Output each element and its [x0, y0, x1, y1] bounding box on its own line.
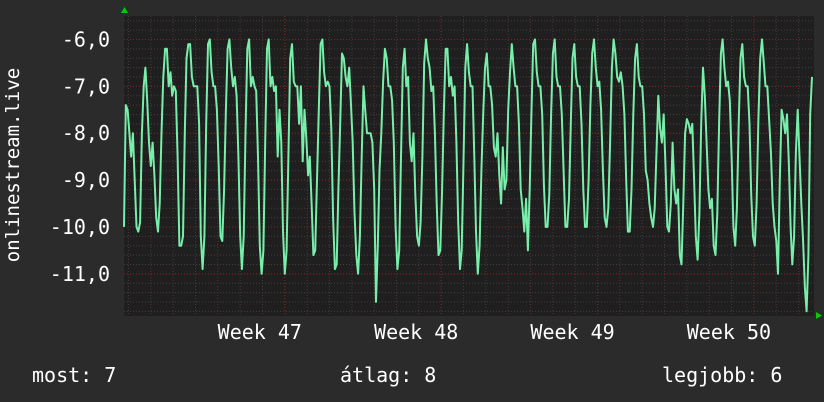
y-axis-label: onlinestream.live	[2, 68, 24, 262]
y-tick-label: -9,0	[62, 168, 110, 192]
x-tick-label: Week 49	[530, 320, 614, 344]
series-line	[123, 38, 813, 313]
x-tick-label: Week 47	[218, 320, 302, 344]
y-axis-arrow-icon	[121, 7, 128, 13]
y-tick-label: -6,0	[62, 27, 110, 51]
x-tick-label: Week 48	[374, 320, 458, 344]
y-tick-label: -10,0	[50, 215, 110, 239]
x-axis-arrow-icon	[816, 312, 822, 319]
y-tick-label: -11,0	[50, 262, 110, 286]
y-tick-label: -7,0	[62, 74, 110, 98]
average-value-text: átlag: 8	[340, 363, 437, 387]
y-axis-ticks: -6,0 -7,0 -8,0 -9,0 -10,0 -11,0	[50, 27, 110, 285]
current-value-text: most: 7	[32, 363, 117, 387]
y-tick-label: -8,0	[62, 121, 110, 145]
best-value-text: legjobb: 6	[662, 363, 783, 387]
x-tick-label: Week 50	[687, 320, 771, 344]
x-axis-ticks: Week 47 Week 48 Week 49 Week 50	[218, 320, 771, 344]
